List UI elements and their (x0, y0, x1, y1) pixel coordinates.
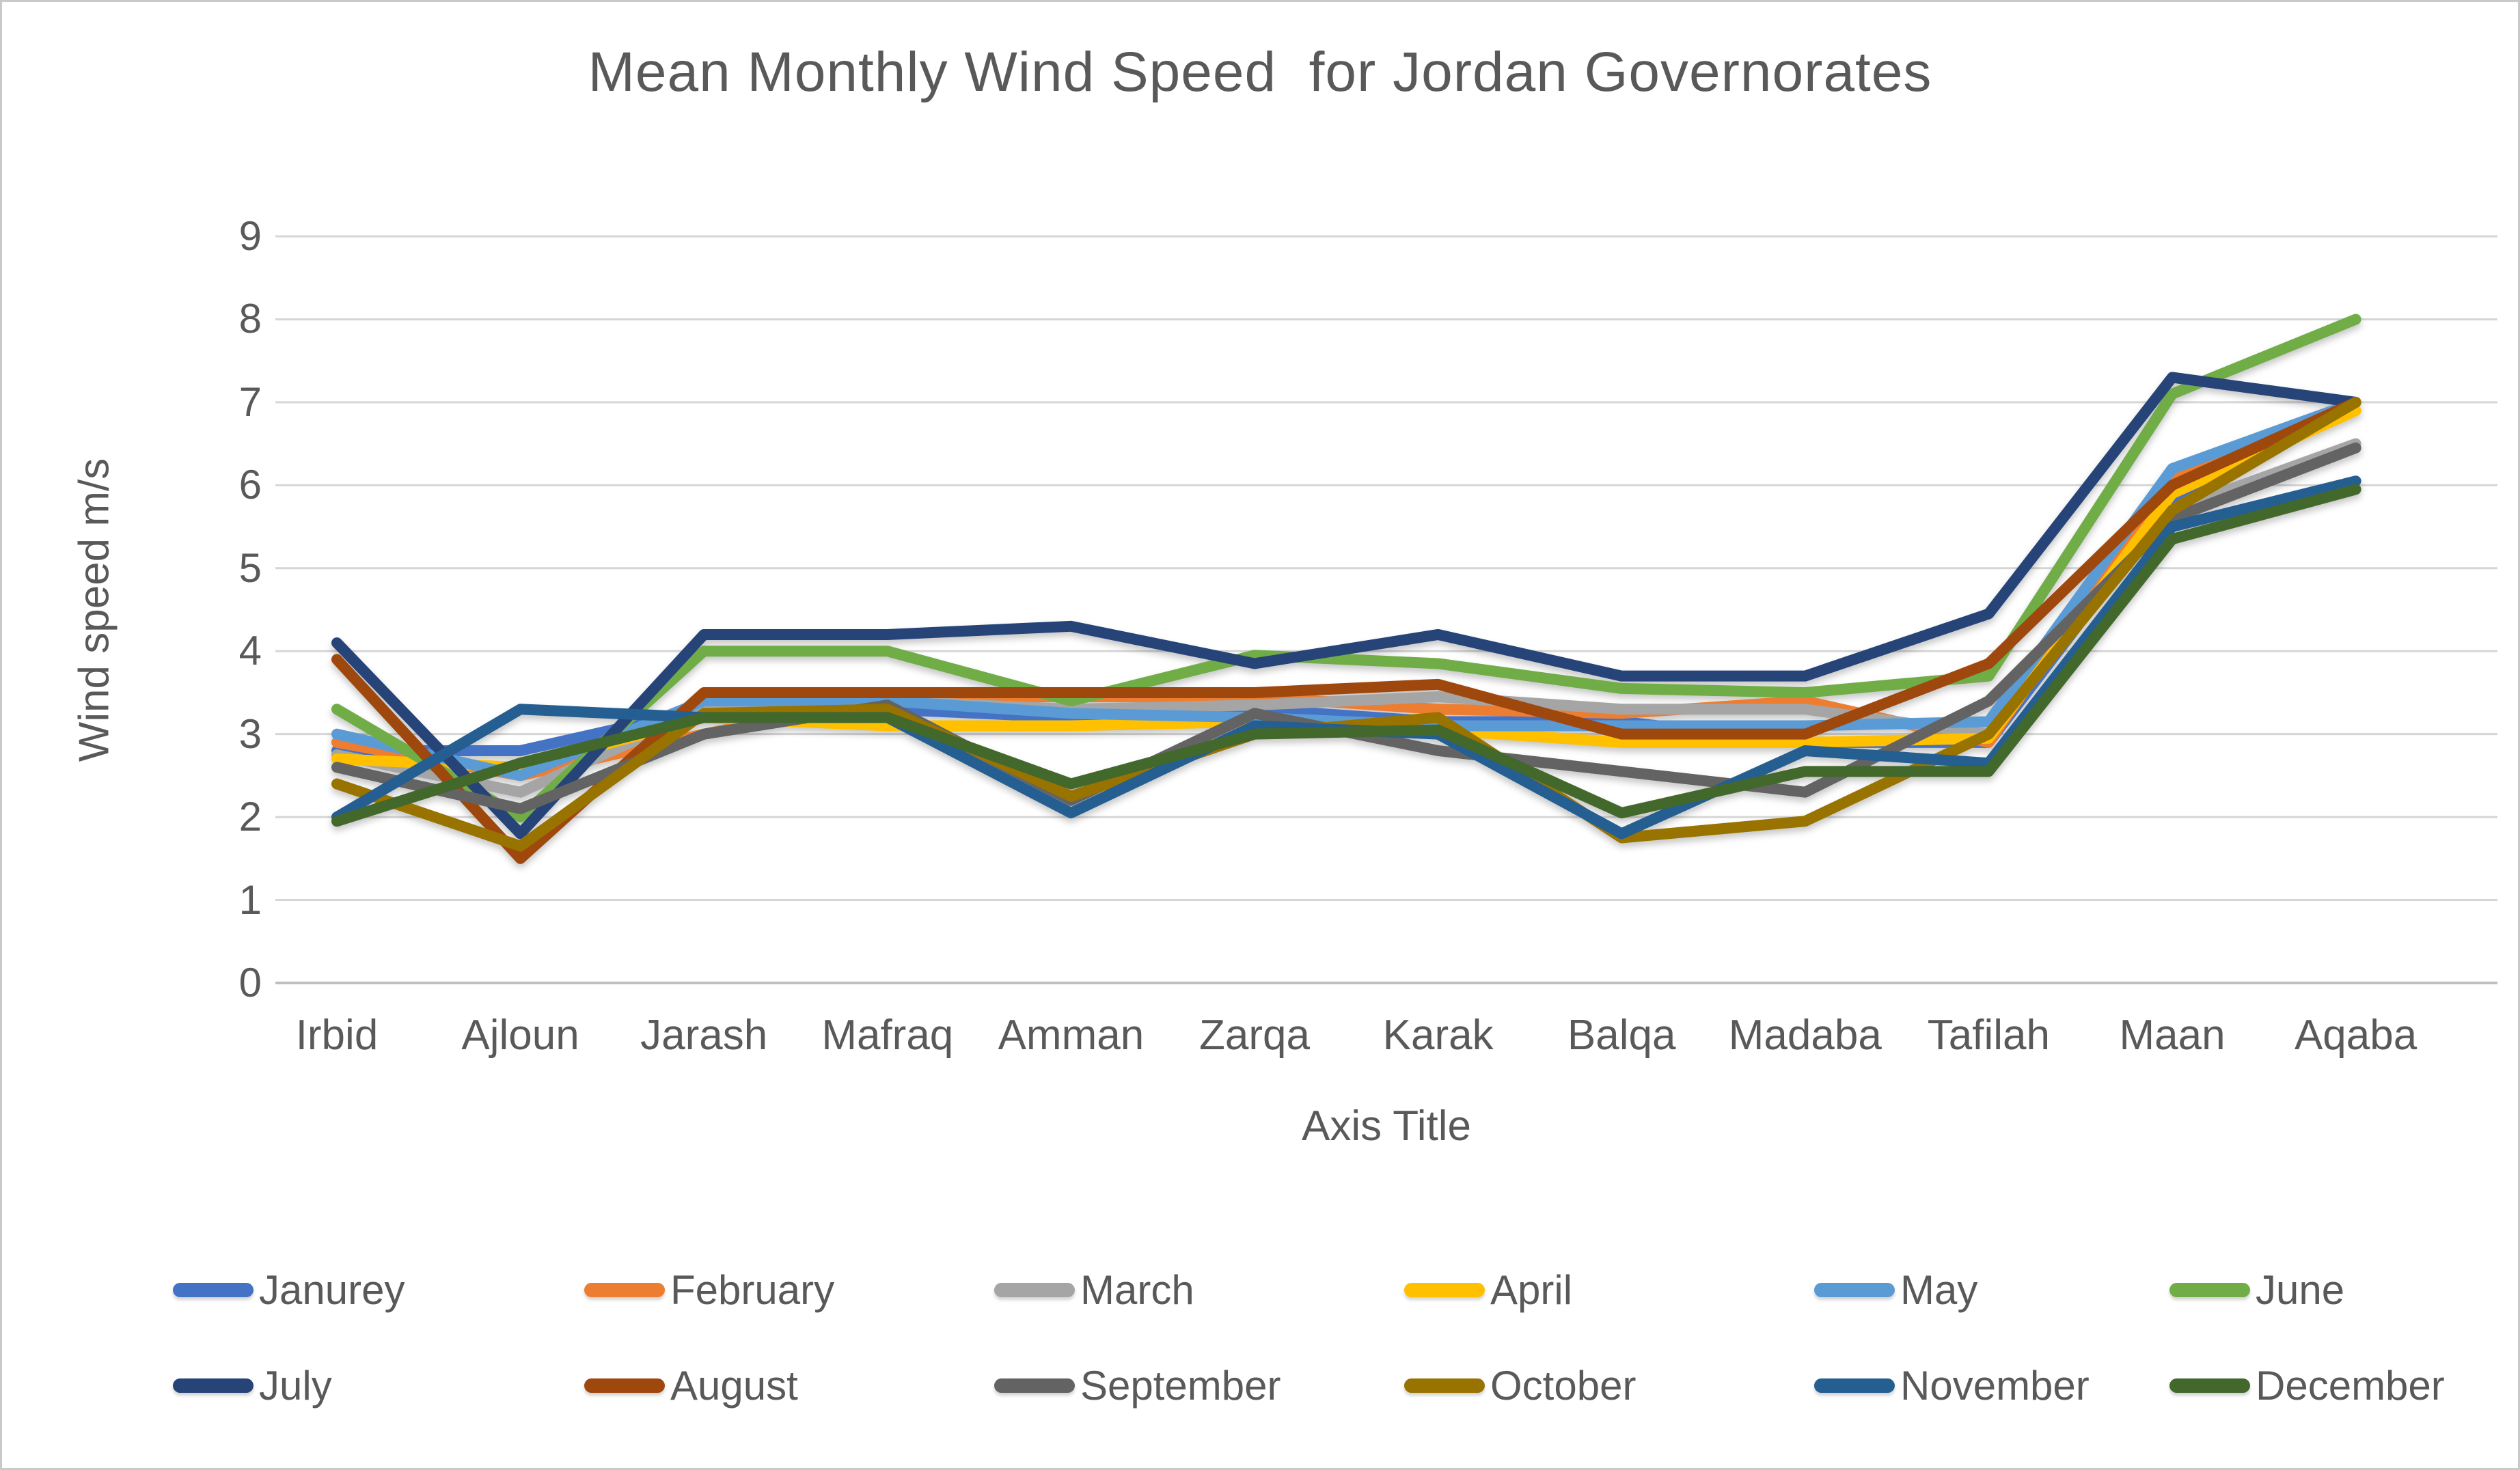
legend-item-october: October (1404, 1358, 1636, 1413)
legend-swatch-december (2169, 1378, 2250, 1393)
series-line-december (331, 484, 2361, 827)
legend-label-august: August (670, 1362, 798, 1409)
x-category-label-maan: Maan (2119, 1012, 2225, 1059)
legend-label-march: March (1080, 1266, 1194, 1313)
legend-label-july: July (259, 1362, 332, 1409)
legend-swatch-april (1404, 1282, 1485, 1297)
legend-item-janurey: Janurey (173, 1262, 405, 1317)
legend-label-janurey: Janurey (259, 1266, 405, 1313)
legend-label-october: October (1490, 1362, 1636, 1409)
legend-swatch-june (2169, 1282, 2250, 1297)
y-tick-label-4: 4 (238, 628, 262, 674)
legend-label-november: November (1900, 1362, 2090, 1409)
x-category-label-balqa: Balqa (1567, 1012, 1676, 1059)
legend-swatch-may (1814, 1282, 1895, 1297)
legend-swatch-february (584, 1282, 665, 1297)
y-tick-label-0: 0 (238, 960, 262, 1006)
x-category-label-ajloun: Ajloun (461, 1012, 579, 1059)
legend-item-april: April (1404, 1262, 1572, 1317)
legend-swatch-september (994, 1378, 1075, 1393)
y-tick-label-1: 1 (238, 876, 262, 923)
legend-label-february: February (670, 1266, 835, 1313)
y-tick-label-9: 9 (238, 213, 262, 260)
legend-swatch-march (994, 1282, 1075, 1297)
gridlines (275, 235, 2497, 984)
legend-item-june: June (2169, 1262, 2344, 1317)
legend-swatch-janurey (173, 1282, 254, 1297)
x-category-label-zarqa: Zarqa (1199, 1012, 1310, 1059)
y-axis-title: Wind speed m/s (70, 458, 118, 762)
x-category-label-tafilah: Tafilah (1927, 1012, 2050, 1059)
y-tick-label-6: 6 (238, 462, 262, 508)
x-category-label-irbid: Irbid (295, 1012, 379, 1059)
legend-swatch-october (1404, 1378, 1485, 1393)
legend-item-march: March (994, 1262, 1194, 1317)
chart-title: Mean Monthly Wind Speed for Jordan Gover… (588, 41, 1932, 103)
x-category-label-amman: Amman (998, 1012, 1145, 1059)
x-category-label-mafraq: Mafraq (821, 1012, 954, 1059)
y-tick-label-3: 3 (238, 710, 262, 757)
legend-item-august: August (584, 1358, 798, 1413)
legend-item-december: December (2169, 1358, 2445, 1413)
series-line-july (331, 372, 2361, 840)
y-tick-label-7: 7 (238, 378, 262, 425)
x-category-label-jarash: Jarash (640, 1012, 768, 1059)
legend-item-september: September (994, 1358, 1281, 1413)
legend-item-february: February (584, 1262, 834, 1317)
legend-swatch-august (584, 1378, 665, 1393)
x-axis-title: Axis Title (1301, 1102, 1472, 1150)
legend-label-june: June (2256, 1266, 2345, 1313)
x-category-label-madaba: Madaba (1728, 1012, 1882, 1059)
legend-label-september: September (1080, 1362, 1281, 1409)
legend-swatch-november (1814, 1378, 1895, 1393)
y-tick-label-5: 5 (238, 544, 262, 591)
legend-item-may: May (1814, 1262, 1977, 1317)
y-tick-label-8: 8 (238, 296, 262, 342)
x-category-label-karak: Karak (1382, 1012, 1494, 1059)
y-tick-label-2: 2 (238, 794, 262, 840)
x-category-label-aqaba: Aqaba (2294, 1012, 2418, 1059)
legend-label-april: April (1490, 1266, 1573, 1313)
legend-item-july: July (173, 1358, 332, 1413)
legend-swatch-july (173, 1378, 254, 1393)
legend-label-december: December (2256, 1362, 2445, 1409)
series-lines (331, 314, 2361, 864)
legend-item-november: November (1814, 1358, 2090, 1413)
legend-label-may: May (1900, 1266, 1978, 1313)
